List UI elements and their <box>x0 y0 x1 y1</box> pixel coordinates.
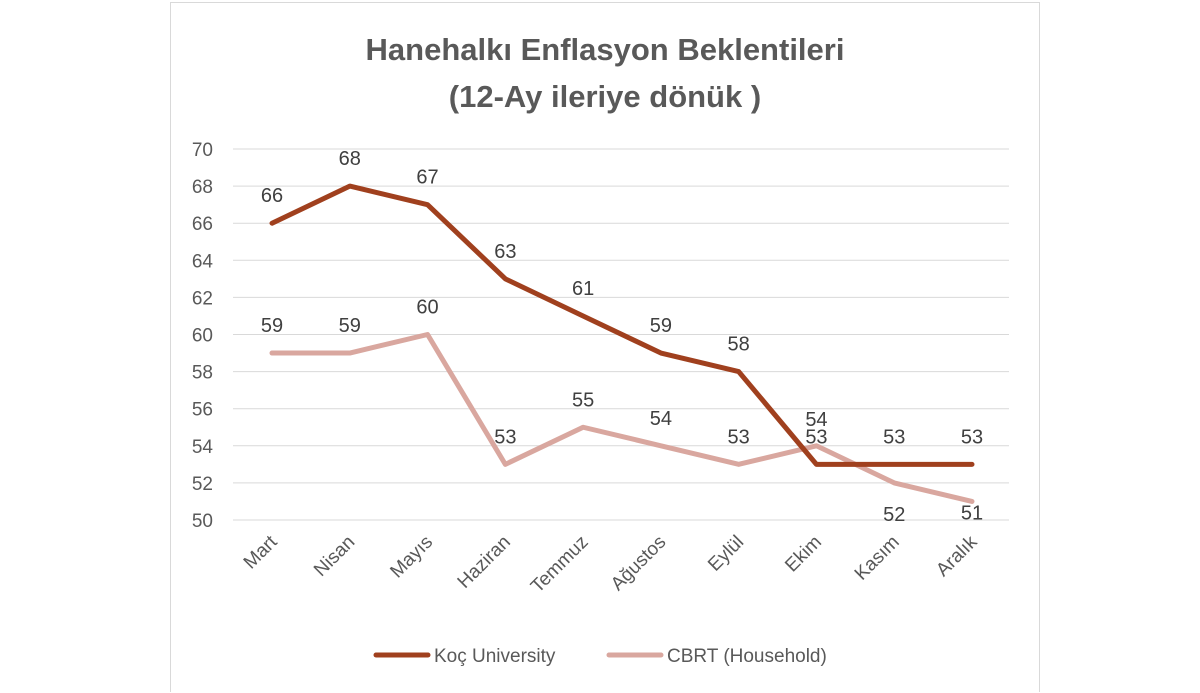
data-label: 60 <box>416 297 438 319</box>
data-label: 61 <box>572 278 594 300</box>
data-label: 59 <box>650 315 672 337</box>
data-label: 66 <box>261 185 283 207</box>
y-tick-label: 66 <box>192 214 213 235</box>
data-label: 53 <box>728 426 750 448</box>
data-label: 52 <box>883 504 905 526</box>
y-tick-label: 68 <box>192 177 213 198</box>
y-tick-label: 60 <box>192 326 213 347</box>
x-tick-label: Ağustos <box>607 532 670 595</box>
series-lines <box>269 183 975 504</box>
y-axis-ticks: 50 52 54 56 58 60 62 64 66 68 70 <box>192 140 214 532</box>
data-label: 54 <box>650 408 672 430</box>
y-tick-label: 58 <box>192 363 213 384</box>
series-line-1 <box>269 332 975 504</box>
x-tick-label: Haziran <box>454 532 515 593</box>
data-label: 67 <box>416 167 438 189</box>
x-tick-label: Mayıs <box>386 532 437 583</box>
x-tick-label: Ekim <box>781 532 826 577</box>
data-label: 53 <box>883 426 905 448</box>
x-axis-ticks: Mart Nisan Mayıs Haziran Temmuz Ağustos Eylül E… <box>240 531 982 597</box>
x-tick-label: Temmuz <box>527 532 593 598</box>
x-tick-label: Aralık <box>932 531 982 581</box>
y-tick-label: 50 <box>192 511 213 532</box>
x-tick-label: Nisan <box>310 532 359 581</box>
data-label: 53 <box>494 426 516 448</box>
y-tick-label: 56 <box>192 400 213 421</box>
data-label: 55 <box>572 389 594 411</box>
chart-subtitle: (12-Ay ileriye dönük ) <box>449 79 761 114</box>
legend: Koç University CBRT (Household) <box>373 646 827 667</box>
chart-title: Hanehalkı Enflasyon Beklentileri <box>366 32 845 67</box>
chart-frame: Hanehalkı Enflasyon Beklentileri (12-Ay … <box>170 2 1040 692</box>
y-tick-label: 52 <box>192 474 213 495</box>
data-label: 54 <box>805 409 827 431</box>
series-line-0 <box>269 183 975 467</box>
legend-label: CBRT (Household) <box>667 646 827 667</box>
x-tick-label: Eylül <box>704 532 748 576</box>
y-tick-label: 70 <box>192 140 213 161</box>
data-label: 63 <box>494 241 516 263</box>
data-label: 53 <box>805 426 827 448</box>
data-label: 59 <box>261 315 283 337</box>
data-label: 58 <box>728 334 750 356</box>
y-tick-label: 62 <box>192 288 213 309</box>
data-label: 68 <box>339 148 361 170</box>
data-label: 53 <box>961 426 983 448</box>
x-tick-label: Mart <box>240 531 282 573</box>
y-tick-label: 64 <box>192 251 214 272</box>
y-tick-label: 54 <box>192 437 214 458</box>
data-label: 51 <box>961 502 983 524</box>
legend-label: Koç University <box>434 646 556 667</box>
x-tick-label: Kasım <box>851 532 904 585</box>
line-chart: Hanehalkı Enflasyon Beklentileri (12-Ay … <box>192 32 1009 667</box>
data-label: 59 <box>339 315 361 337</box>
